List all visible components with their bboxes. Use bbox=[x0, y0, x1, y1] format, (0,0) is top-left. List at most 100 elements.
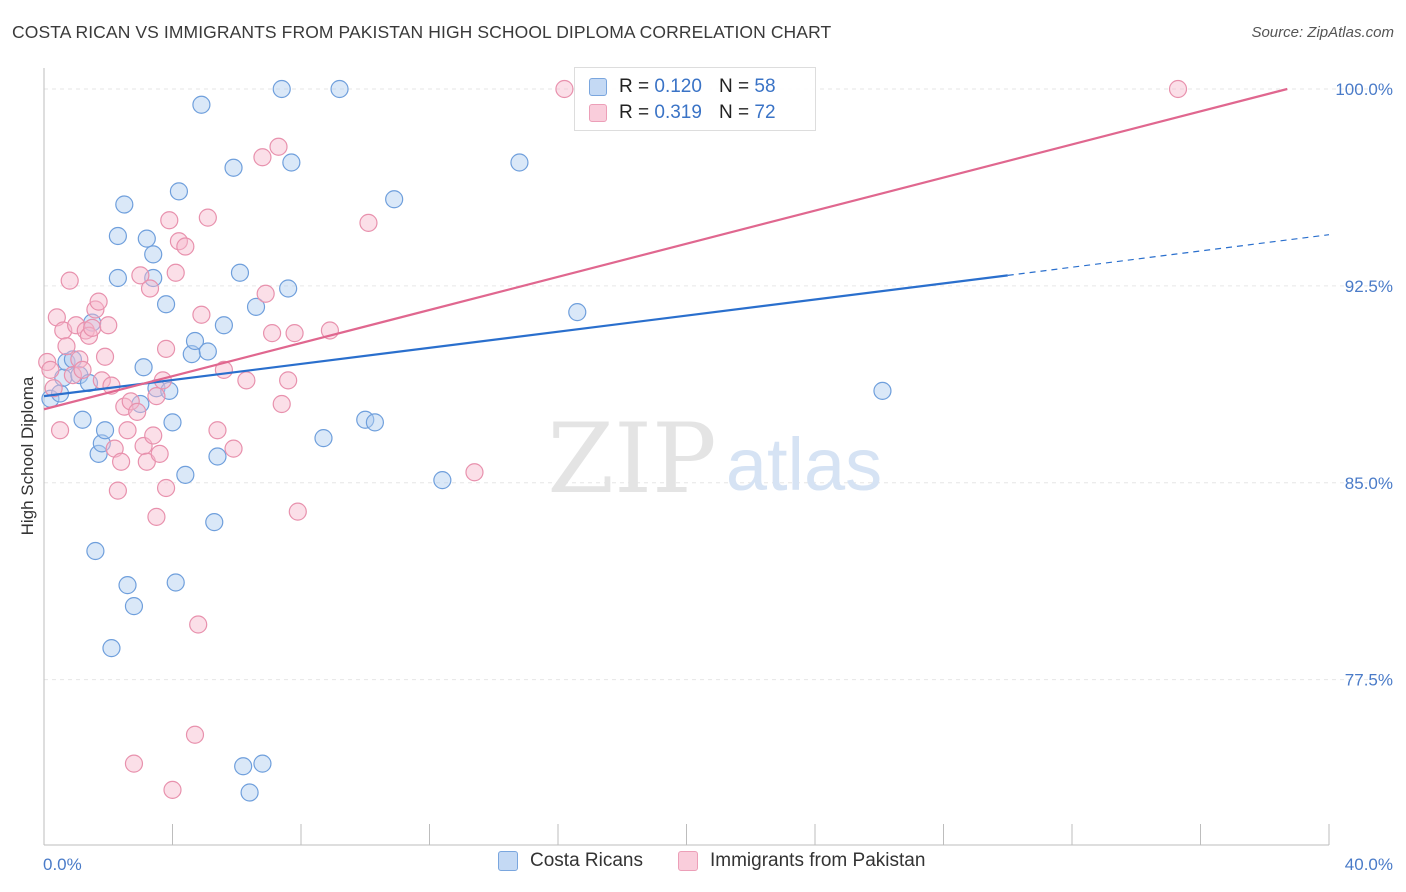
costa-ricans-point-14 bbox=[108, 268, 127, 288]
legend-item-costa-ricans[interactable]: Costa Ricans bbox=[498, 850, 643, 872]
pakistan-point-25 bbox=[118, 421, 137, 440]
legend-label-pakistan: Immigrants from Pakistan bbox=[710, 850, 926, 871]
pakistan-point-47 bbox=[192, 305, 211, 324]
pakistan-point-58 bbox=[279, 371, 298, 390]
costa-ricans-point-35 bbox=[205, 513, 224, 532]
costa-ricans-point-55 bbox=[873, 381, 892, 400]
pakistan-point-46 bbox=[189, 615, 208, 634]
pakistan-point-36 bbox=[150, 444, 169, 463]
pakistan-point-32 bbox=[140, 279, 160, 298]
y-tick-label-3: 100.0% bbox=[1335, 80, 1393, 99]
r-label: R = bbox=[619, 76, 650, 97]
y-axis-label: High School Diploma bbox=[18, 376, 37, 535]
pakistan-point-4 bbox=[50, 421, 70, 440]
pakistan-point-27 bbox=[124, 754, 144, 773]
trend-line-costa-ricans bbox=[43, 274, 1008, 398]
costa-ricans-point-10 bbox=[89, 444, 108, 463]
pakistan-point-23 bbox=[111, 452, 131, 471]
costa-ricans-point-52 bbox=[433, 471, 452, 490]
legend-swatch-blue bbox=[498, 851, 518, 871]
pakistan-point-7 bbox=[60, 271, 79, 290]
n-stat: N = 58 bbox=[719, 76, 776, 98]
pakistan-point-41 bbox=[163, 780, 182, 799]
pakistan-point-22 bbox=[108, 481, 127, 500]
pakistan-point-1 bbox=[41, 360, 60, 379]
costa-ricans-point-32 bbox=[185, 331, 205, 351]
costa-ricans-point-33 bbox=[192, 95, 211, 114]
pakistan-point-38 bbox=[156, 339, 176, 358]
costa-ricans-point-36 bbox=[208, 447, 227, 466]
series-pakistan bbox=[38, 79, 1188, 799]
n-stat: N = 72 bbox=[719, 102, 776, 124]
pakistan-point-6 bbox=[57, 337, 76, 356]
costa-ricans-point-16 bbox=[115, 195, 134, 214]
costa-ricans-point-30 bbox=[176, 465, 195, 484]
pakistan-point-14 bbox=[83, 318, 102, 337]
pakistan-point-62 bbox=[359, 213, 378, 232]
legend-swatch-pink bbox=[678, 851, 698, 871]
n-label: N = bbox=[719, 76, 750, 97]
pakistan-point-51 bbox=[224, 439, 243, 458]
y-tick-label-1: 85.0% bbox=[1345, 474, 1393, 493]
costa-ricans-point-39 bbox=[230, 263, 250, 282]
pakistan-point-8 bbox=[63, 366, 83, 385]
pakistan-point-34 bbox=[147, 387, 166, 406]
costa-ricans-point-21 bbox=[137, 229, 156, 248]
costa-ricans-point-42 bbox=[246, 297, 266, 316]
costa-ricans-point-20 bbox=[134, 358, 153, 377]
costa-ricans-point-15 bbox=[108, 226, 127, 246]
x-tick-labels: 0.0% 40.0% bbox=[43, 855, 1393, 874]
costa-ricans-point-50 bbox=[365, 413, 384, 432]
costa-ricans-point-27 bbox=[163, 413, 182, 432]
swatch-blue bbox=[589, 78, 607, 96]
costa-ricans-point-54 bbox=[568, 303, 587, 322]
pakistan-point-65 bbox=[1168, 79, 1188, 99]
costa-ricans-point-43 bbox=[253, 754, 272, 773]
n-value: 72 bbox=[754, 102, 776, 123]
costa-ricans-point-25 bbox=[156, 295, 176, 314]
x-tick-label-min: 0.0% bbox=[43, 855, 82, 874]
costa-ricans-point-44 bbox=[272, 79, 291, 99]
pakistan-point-64 bbox=[555, 79, 574, 99]
stats-row-costa-ricans: R = 0.120 N = 58 bbox=[589, 74, 776, 100]
y-tick-labels: 77.5% 85.0% 92.5% 100.0% bbox=[1335, 80, 1393, 690]
pakistan-point-10 bbox=[70, 350, 89, 369]
trend-line-pakistan bbox=[43, 87, 1288, 411]
pakistan-point-60 bbox=[288, 502, 307, 521]
n-label: N = bbox=[719, 102, 750, 123]
costa-ricans-point-48 bbox=[330, 79, 349, 99]
pakistan-point-16 bbox=[89, 292, 108, 311]
pakistan-point-40 bbox=[160, 211, 179, 230]
trend-line-costa-ricans-extension bbox=[1007, 234, 1330, 276]
costa-ricans-point-28 bbox=[169, 182, 189, 201]
watermark-zip: ZIP bbox=[547, 403, 716, 515]
pakistan-point-55 bbox=[262, 324, 282, 343]
pakistan-point-11 bbox=[73, 360, 92, 379]
pakistan-point-42 bbox=[166, 263, 185, 282]
swatch-pink bbox=[589, 104, 607, 122]
costa-ricans-point-13 bbox=[102, 639, 121, 658]
pakistan-point-19 bbox=[99, 316, 118, 335]
pakistan-point-18 bbox=[95, 347, 115, 366]
costa-ricans-point-40 bbox=[234, 757, 253, 776]
r-value: 0.120 bbox=[654, 76, 702, 97]
y-tick-label-0: 77.5% bbox=[1345, 671, 1393, 690]
series-legend: Costa Ricans Immigrants from Pakistan bbox=[0, 850, 1406, 878]
pakistan-point-56 bbox=[269, 137, 288, 156]
pakistan-point-48 bbox=[198, 208, 217, 227]
x-tick-label-max: 40.0% bbox=[1345, 855, 1393, 874]
pakistan-point-33 bbox=[144, 426, 163, 445]
costa-ricans-point-41 bbox=[240, 783, 259, 802]
legend-item-pakistan[interactable]: Immigrants from Pakistan bbox=[678, 850, 925, 872]
stats-legend: R = 0.120 N = 58 R = 0.319 N = 72 bbox=[574, 67, 816, 131]
costa-ricans-point-38 bbox=[224, 158, 243, 177]
costa-ricans-point-29 bbox=[166, 573, 185, 592]
trend-lines bbox=[43, 87, 1330, 411]
pakistan-point-35 bbox=[147, 507, 166, 526]
costa-ricans-point-22 bbox=[144, 245, 163, 264]
stats-row-pakistan: R = 0.319 N = 72 bbox=[589, 100, 776, 126]
r-label: R = bbox=[619, 102, 650, 123]
pakistan-point-54 bbox=[256, 284, 275, 303]
pakistan-point-44 bbox=[176, 237, 195, 256]
